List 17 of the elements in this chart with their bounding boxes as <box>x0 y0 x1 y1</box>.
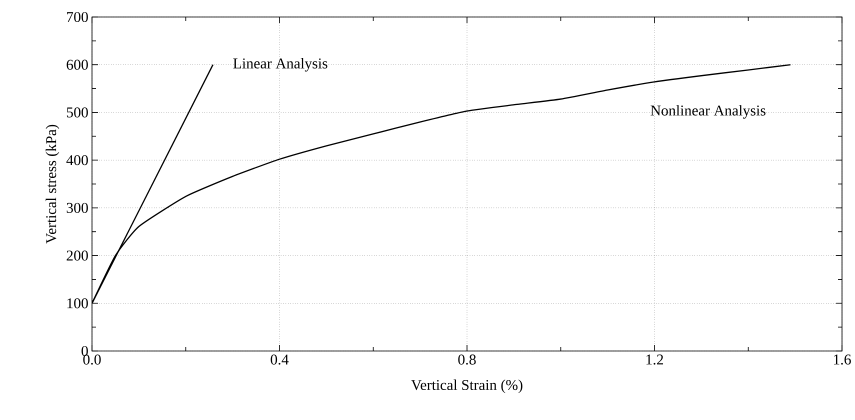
x-tick-label: 1.2 <box>646 354 664 365</box>
y-tick-label: 700 <box>67 12 88 22</box>
annotation: Nonlinear Analysis <box>650 105 766 119</box>
x-axis-title: Vertical Strain (%) <box>411 380 522 394</box>
y-tick-label: 300 <box>66 202 88 213</box>
y-tick-label: 400 <box>66 155 88 166</box>
y-tick-label: 200 <box>66 250 88 261</box>
x-tick-label: 0.8 <box>458 354 476 365</box>
y-tick-label: 100 <box>67 298 88 308</box>
x-tick-label: 0.4 <box>270 354 289 365</box>
y-tick-label: 500 <box>66 107 88 118</box>
annotation: Linear Analysis <box>233 58 328 72</box>
y-tick-label: 0 <box>82 346 88 356</box>
x-tick-label: 0.0 <box>83 354 101 365</box>
y-axis-title: Vertical stress (kPa) <box>46 124 60 244</box>
y-tick-label: 600 <box>66 60 88 70</box>
x-tick-label: 1.6 <box>834 354 851 365</box>
